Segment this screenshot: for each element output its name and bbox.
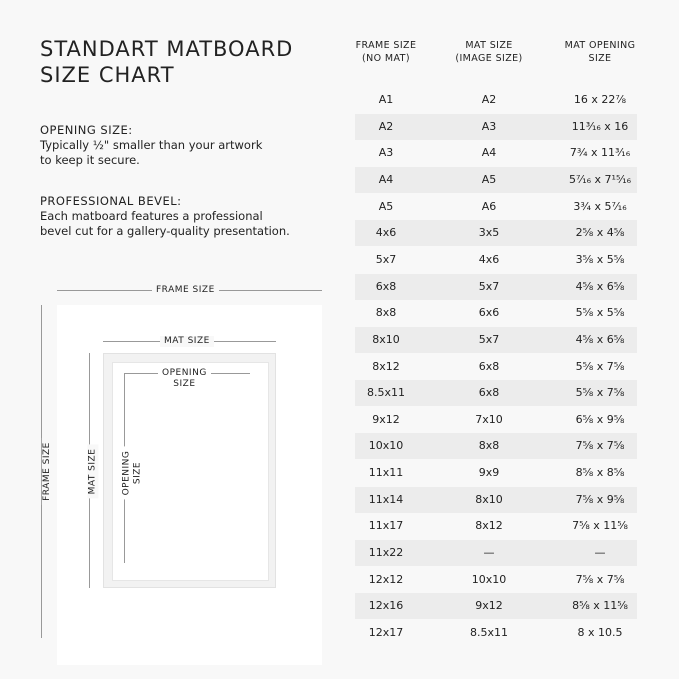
opening-size-cell: 5⅝ x 7⅝ [575, 386, 625, 400]
opening-size-cell: — [594, 546, 606, 560]
mat-size-cell: 5x7 [478, 332, 500, 346]
frame-size-cell: 4x6 [375, 226, 397, 240]
frame-size-cell: 11x17 [368, 519, 404, 533]
frame-size-cell: 11x22 [368, 546, 404, 560]
table-row: 12x17 8.5x11 8 x 10.5 [355, 620, 637, 646]
mat-size-cell: A2 [481, 93, 497, 106]
frame-size-cell: 12x17 [368, 626, 404, 639]
opening-size-section: OPENING SIZE: Typically ½" smaller than … [40, 123, 263, 167]
frame-size-cell: 11x11 [368, 466, 404, 480]
frame-size-cell: 8x10 [372, 332, 400, 346]
frame-size-cell: 12x12 [368, 572, 404, 586]
opening-size-cell: 4⅝ x 6⅝ [575, 332, 625, 346]
mat-size-cell: A4 [481, 146, 497, 160]
opening-size-cell: 8 x 10.5 [577, 626, 623, 639]
bevel-section: PROFESSIONAL BEVEL: Each matboard featur… [40, 194, 290, 238]
table-row: 12x12 10x10 7⅝ x 7⅝ [355, 567, 637, 593]
table-row: 4x6 3x5 2⅝ x 4⅝ [355, 220, 637, 247]
mat-size-cell: 5x7 [478, 279, 500, 293]
mat-size-label: MAT SIZE [160, 336, 214, 347]
opening-size-cell: 2⅝ x 4⅝ [575, 226, 625, 240]
opening-size-cell: 8⅝ x 11⅝ [572, 599, 628, 613]
mat-size-cell: A3 [481, 119, 497, 133]
frame-size-cell: A2 [378, 119, 394, 133]
frame-size-cell: A5 [378, 199, 394, 213]
opening-size-cell: 8⅝ x 8⅝ [575, 466, 625, 480]
table-row: 10x10 8x8 7⅝ x 7⅝ [355, 433, 637, 460]
opening-size-label: OPENING SIZE [158, 368, 211, 390]
opening-size-cell: 7⅝ x 7⅝ [575, 439, 625, 453]
table-row: 11x22 — — [355, 540, 637, 567]
opening-size-cell: 3⅝ x 5⅝ [575, 252, 625, 266]
header-frame-size: FRAME SIZE (NO MAT) [355, 40, 417, 64]
frame-size-cell: 8x12 [372, 359, 400, 373]
frame-size-cell: 9x12 [372, 412, 400, 426]
table-row: 8.5x11 6x8 5⅝ x 7⅝ [355, 380, 637, 407]
table-row: 8x10 5x7 4⅝ x 6⅝ [355, 326, 637, 353]
opening-size-cell: 5⅝ x 5⅝ [575, 306, 625, 320]
mat-size-cell: 6x6 [478, 306, 500, 320]
table-row: A2 A3 11³⁄₁₆ x 16 [355, 113, 637, 140]
mat-size-cell: 8x8 [478, 439, 500, 453]
mat-size-cell: 4x6 [478, 252, 500, 266]
table-row: A4 A5 5⁷⁄₁₆ x 7¹⁵⁄₁₆ [355, 166, 637, 193]
opening-size-cell: 3¾ x 5⁷⁄₁₆ [573, 199, 627, 213]
table-row: A3 A4 7¾ x 11³⁄₁₆ [355, 140, 637, 166]
mat-size-cell: A6 [481, 199, 497, 213]
table-row: A1 A2 16 x 22⅞ [355, 87, 637, 113]
frame-size-cell: A4 [378, 172, 394, 186]
opening-size-cell: 5⁷⁄₁₆ x 7¹⁵⁄₁₆ [568, 172, 632, 186]
mat-size-cell: A5 [481, 172, 497, 186]
opening-size-cell: 7¾ x 11³⁄₁₆ [569, 146, 631, 160]
table-row: 11x17 8x12 7⅝ x 11⅝ [355, 513, 637, 539]
opening-size-cell: 4⅝ x 6⅝ [575, 279, 625, 293]
frame-size-cell: 8x8 [375, 306, 397, 320]
table-row: 11x14 8x10 7⅝ x 9⅝ [355, 486, 637, 513]
frame-size-label: FRAME SIZE [152, 285, 219, 296]
frame-size-cell: A1 [378, 93, 394, 106]
frame-size-cell: 10x10 [368, 439, 404, 453]
table-row: A5 A6 3¾ x 5⁷⁄₁₆ [355, 194, 637, 220]
table-row: 6x8 5x7 4⅝ x 6⅝ [355, 273, 637, 300]
opening-size-cell: 6⅝ x 9⅝ [575, 412, 625, 426]
frame-size-cell: 8.5x11 [366, 386, 405, 400]
table-row: 5x7 4x6 3⅝ x 5⅝ [355, 247, 637, 273]
mat-size-cell: 3x5 [478, 226, 500, 240]
header-mat-size: MAT SIZE (IMAGE SIZE) [455, 40, 523, 64]
table-row: 9x12 7x10 6⅝ x 9⅝ [355, 407, 637, 433]
page-title: STANDART MATBOARD SIZE CHART [40, 37, 294, 87]
opening-size-cell: 7⅝ x 9⅝ [575, 492, 625, 506]
frame-size-cell: 5x7 [375, 252, 397, 266]
mat-size-cell: 6x8 [478, 359, 500, 373]
mat-size-cell: 6x8 [478, 386, 500, 400]
mat-size-cell: 8.5x11 [469, 626, 508, 639]
table-row: 8x8 6x6 5⅝ x 5⅝ [355, 300, 637, 326]
mat-size-cell: 7x10 [475, 412, 503, 426]
table-row: 12x16 9x12 8⅝ x 11⅝ [355, 593, 637, 620]
mat-size-cell: — [483, 546, 495, 560]
frame-size-cell: 12x16 [368, 599, 404, 613]
mat-size-cell: 8x12 [475, 519, 503, 533]
mat-size-cell: 9x9 [478, 466, 500, 480]
mat-size-cell: 8x10 [475, 492, 503, 506]
mat-size-cell: 10x10 [471, 572, 507, 586]
opening-size-cell: 7⅝ x 11⅝ [572, 519, 628, 533]
opening-size-cell: 11³⁄₁₆ x 16 [571, 119, 629, 133]
frame-size-cell: A3 [378, 146, 394, 160]
opening-size-cell: 7⅝ x 7⅝ [575, 572, 625, 586]
table-row: 8x12 6x8 5⅝ x 7⅝ [355, 354, 637, 380]
header-mat-opening: MAT OPENING SIZE [564, 40, 636, 64]
opening-size-cell: 16 x 22⅞ [573, 93, 627, 106]
table-row: 11x11 9x9 8⅝ x 8⅝ [355, 460, 637, 486]
opening-size-cell: 5⅝ x 7⅝ [575, 359, 625, 373]
mat-size-cell: 9x12 [475, 599, 503, 613]
frame-size-cell: 11x14 [368, 492, 404, 506]
frame-size-cell: 6x8 [375, 279, 397, 293]
opening [112, 362, 269, 581]
